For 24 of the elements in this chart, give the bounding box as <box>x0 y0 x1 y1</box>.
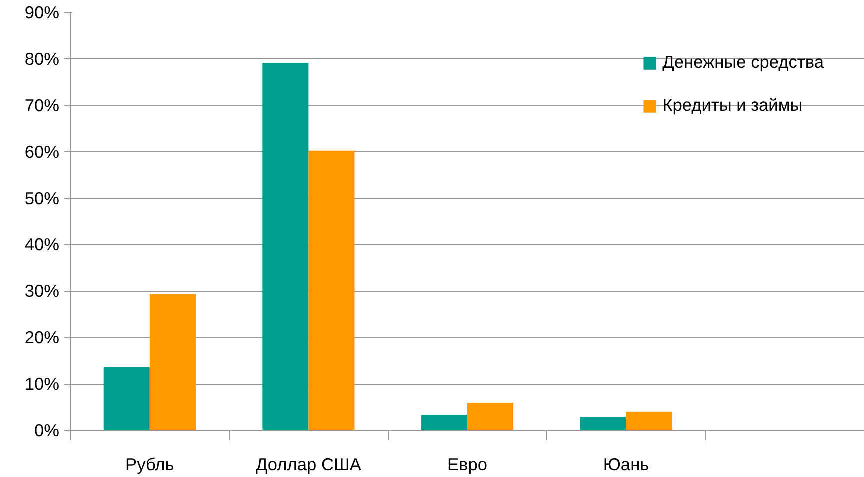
bar <box>262 63 309 430</box>
y-tick-label: 0% <box>34 420 60 440</box>
x-tick-label: Юань <box>603 454 650 474</box>
bar <box>421 415 468 430</box>
y-tick-label: 70% <box>24 95 60 116</box>
y-tick-label: 10% <box>24 374 60 394</box>
y-tick-label: 40% <box>24 234 60 255</box>
legend-label: Денежные средства <box>662 52 824 73</box>
bar <box>150 294 196 430</box>
y-tick-label: 80% <box>24 48 60 69</box>
y-tick-label: 50% <box>24 188 60 208</box>
bar <box>468 403 514 430</box>
x-tick-label: Евро <box>447 454 488 474</box>
bar <box>104 367 150 430</box>
y-tick-label: 90% <box>24 2 60 22</box>
y-tick-label: 30% <box>24 281 60 302</box>
legend-label: Кредиты и займы <box>662 95 803 116</box>
y-tick-label: 60% <box>24 142 60 162</box>
x-tick-label: Рубль <box>126 454 174 474</box>
bar <box>626 412 672 430</box>
y-tick-label: 20% <box>24 328 60 348</box>
bar <box>308 150 355 430</box>
x-tick-label: Доллар США <box>256 454 362 474</box>
bar <box>580 417 626 430</box>
